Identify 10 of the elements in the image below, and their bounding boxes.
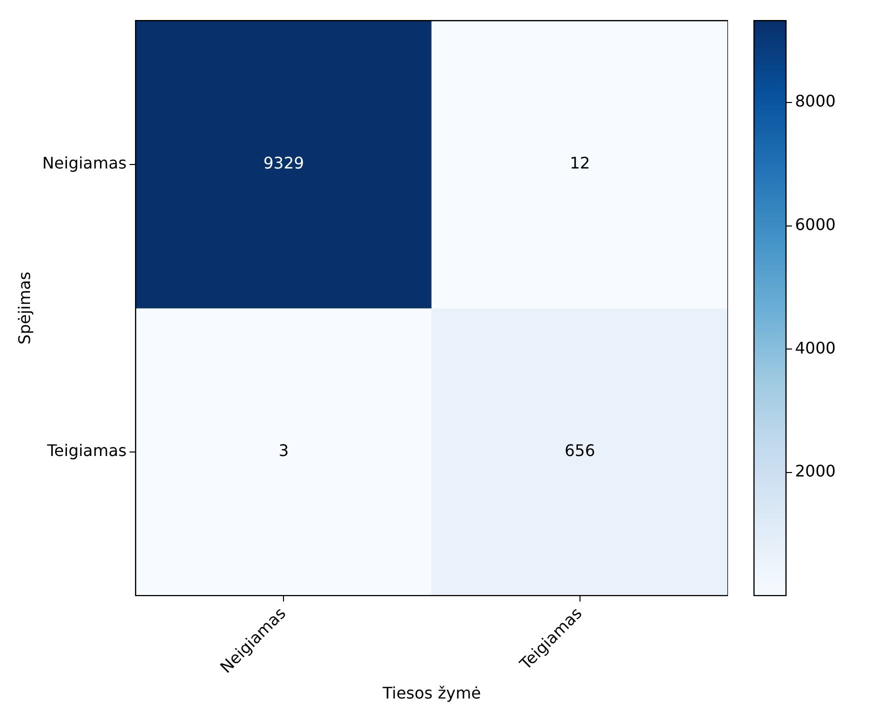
y-axis-title: Spėjimas bbox=[14, 272, 34, 344]
data-label: 9329 bbox=[263, 153, 304, 172]
data-label: 12 bbox=[570, 153, 590, 172]
color-bar-label: 8000 bbox=[795, 92, 836, 111]
color-bar-label: 6000 bbox=[795, 214, 836, 234]
data-label: 3 bbox=[278, 440, 289, 460]
color-bar-label: 2000 bbox=[795, 462, 836, 481]
x-axis-title: Tiesos žymė bbox=[382, 684, 482, 703]
data-label: 656 bbox=[564, 440, 596, 460]
color-bar-label: 4000 bbox=[795, 338, 836, 358]
